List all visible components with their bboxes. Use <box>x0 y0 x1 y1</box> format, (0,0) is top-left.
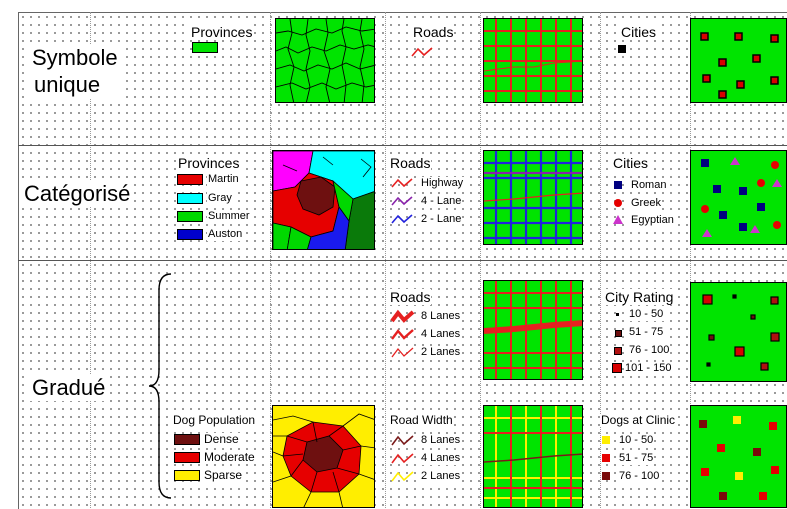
legend-item-summer: Summer <box>207 210 251 223</box>
graduated-brace <box>148 273 172 499</box>
legend-title-dogs-at-clinic: Dogs at Clinic <box>600 413 677 427</box>
rating-symbol-xlarge-icon <box>612 363 622 373</box>
clinic-medium-icon <box>602 454 610 462</box>
map-cities-single <box>690 18 787 103</box>
city-symbol-icon <box>618 45 626 53</box>
swatch-auston <box>177 229 203 240</box>
clinic-high-icon <box>602 472 610 480</box>
row-separator <box>18 145 787 146</box>
swatch-gray <box>177 193 203 204</box>
map-dog-population <box>272 405 375 508</box>
legend-title-provinces: Provinces <box>177 155 241 171</box>
road-width-4-lanes-icon <box>391 453 414 464</box>
map-cities-graduated <box>690 282 787 382</box>
legend-title-provinces: Provinces <box>190 24 254 40</box>
rating-symbol-medium-icon <box>615 330 622 337</box>
legend-title-roads: Roads <box>412 24 455 40</box>
road-symbol-icon <box>411 47 433 57</box>
swatch-summer <box>177 211 203 222</box>
circle-icon <box>614 199 622 207</box>
road-width-2-lanes-icon <box>391 471 414 482</box>
legend-item-moderate: Moderate <box>203 450 256 464</box>
road-4-lanes-icon <box>391 329 414 340</box>
legend-item-rating-3: 76 - 100 <box>628 344 671 357</box>
legend-item-gray: Gray <box>207 192 233 205</box>
clinic-low-icon <box>602 436 610 444</box>
map-road-width <box>483 405 583 508</box>
legend-item-auston: Auston <box>207 228 244 241</box>
legend-item-rating-2: 51 - 75 <box>628 326 665 339</box>
legend-title-road-width: Road Width <box>389 413 454 427</box>
legend-item-clinic-1: 10 - 50 <box>618 434 655 447</box>
legend-title-city-rating: City Rating <box>604 289 675 305</box>
rating-symbol-large-icon <box>614 347 622 355</box>
swatch-provinces <box>192 42 218 53</box>
road-8-lanes-icon <box>390 309 415 323</box>
legend-item-4-lane: 4 - Lane <box>420 195 463 208</box>
legend-item-width-8-lanes: 8 Lanes <box>420 434 462 447</box>
legend-title-cities: Cities <box>620 24 658 40</box>
map-cities-categorized <box>690 150 787 245</box>
map-dogs-at-clinic <box>690 405 787 508</box>
legend-item-clinic-3: 76 - 100 <box>618 470 661 483</box>
legend-item-egyptian: Egyptian <box>630 214 675 227</box>
legend-item-rating-4: 101 - 150 <box>624 362 673 375</box>
row-separator <box>18 260 787 261</box>
legend-item-width-4-lanes: 4 Lanes <box>420 452 462 465</box>
swatch-moderate <box>174 452 200 463</box>
legend-item-clinic-2: 51 - 75 <box>618 452 655 465</box>
legend-title-roads: Roads <box>389 155 432 171</box>
legend-item-greek: Greek <box>630 197 662 210</box>
rating-symbol-small-icon <box>616 313 619 316</box>
legend-item-4-lanes: 4 Lanes <box>420 328 462 341</box>
legend-item-rating-1: 10 - 50 <box>628 308 665 321</box>
swatch-martin <box>177 174 203 185</box>
triangle-icon <box>613 215 623 224</box>
legend-title-cities: Cities <box>612 155 650 171</box>
swatch-sparse <box>174 470 200 481</box>
legend-item-highway: Highway <box>420 177 465 190</box>
map-provinces-categorized <box>272 150 375 250</box>
road-highway-icon <box>391 178 413 188</box>
legend-item-dense: Dense <box>203 432 240 446</box>
row-label-graduated: Gradué <box>30 374 108 401</box>
row-label-single-symbol: Symbole unique <box>30 44 120 98</box>
legend-item-martin: Martin <box>207 173 240 186</box>
legend-item-8-lanes: 8 Lanes <box>420 310 462 323</box>
legend-item-2-lanes: 2 Lanes <box>420 346 462 359</box>
road-4-lane-icon <box>391 196 413 206</box>
legend-title-dog-population: Dog Population <box>172 413 257 427</box>
row-label-categorized: Catégorisé <box>22 180 133 207</box>
legend-item-width-2-lanes: 2 Lanes <box>420 470 462 483</box>
map-roads-categorized <box>483 150 583 245</box>
map-roads-graduated <box>483 280 583 380</box>
road-2-lane-icon <box>391 214 413 224</box>
swatch-dense <box>174 434 200 445</box>
legend-item-2-lane: 2 - Lane <box>420 213 463 226</box>
legend-title-roads: Roads <box>389 289 432 305</box>
legend-item-sparse: Sparse <box>203 468 244 482</box>
road-2-lanes-icon <box>391 347 414 358</box>
road-width-8-lanes-icon <box>391 435 414 446</box>
map-provinces-single <box>275 18 375 103</box>
legend-item-roman: Roman <box>630 179 668 192</box>
map-roads-single <box>483 18 583 103</box>
square-icon <box>614 181 622 189</box>
